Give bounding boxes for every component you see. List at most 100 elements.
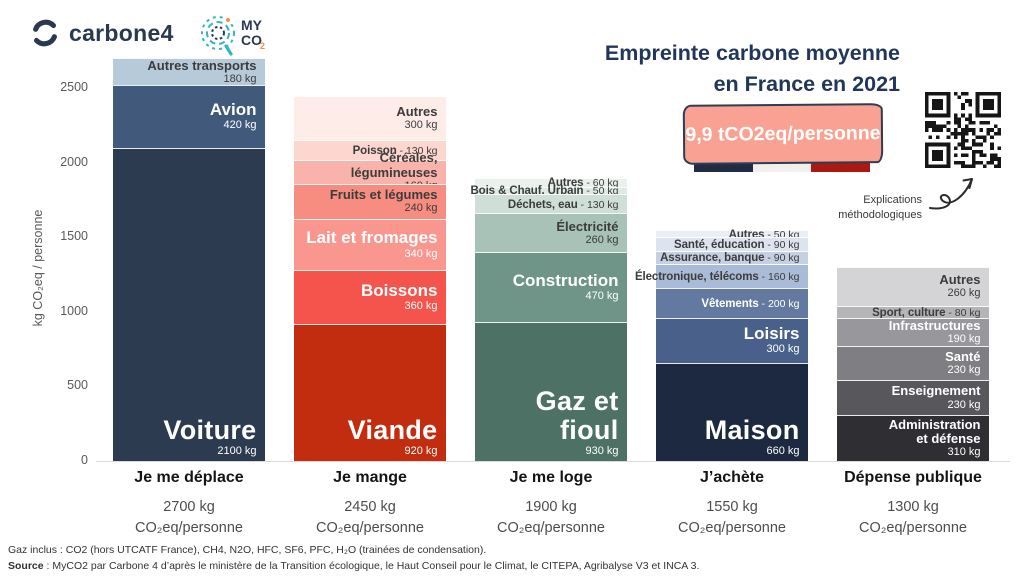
bar-segment: Construction 470 kg xyxy=(474,252,627,323)
y-axis-label: kg CO₂eq / personne xyxy=(31,209,45,327)
bar-segment: Santé, éducation - 90 kg xyxy=(655,236,808,253)
curly-arrow-icon xyxy=(929,178,973,210)
bar-segment: Électricité 260 kg xyxy=(474,213,627,253)
segment-name-label: Poisson xyxy=(352,145,397,158)
segment-name-label: Fruits et légumes xyxy=(329,187,438,203)
bar-segment: Assurance, banque - 90 kg xyxy=(655,249,808,266)
segment-name-label: Autres xyxy=(939,272,981,288)
segment-name-label: Santé xyxy=(945,349,981,365)
bar-segment: Boissons 360 kg xyxy=(293,270,446,324)
segment-value-label: 260 kg xyxy=(947,287,981,300)
segment-inline-label: Autres - 60 kg xyxy=(548,174,619,191)
myco2-text-my: MY xyxy=(241,17,263,33)
category-total-value: 1550 kg xyxy=(706,499,758,515)
segment-value-label: 360 kg xyxy=(404,299,438,312)
segment-name-label: Santé, éducation xyxy=(674,239,765,252)
footnote-gases: Gaz inclus : CO2 (hors UTCATF France), C… xyxy=(8,544,487,556)
bar-segment: Lait et fromages 340 kg xyxy=(293,219,446,271)
segment-value-label: 300 kg xyxy=(404,118,438,131)
title-line-2: en France en 2021 xyxy=(713,71,900,96)
segment-name-label: Loisirs xyxy=(743,323,800,343)
segment-inline-label: Vêtements - 200 kg xyxy=(701,295,799,312)
bar-segment: Avion 420 kg xyxy=(112,85,265,148)
bar-segment: Enseignement 230 kg xyxy=(836,380,989,415)
segment-inline-label: Assurance, banque - 90 kg xyxy=(660,249,799,266)
bar-segment: Bois & Chauf. Urbain - 50 kg xyxy=(470,185,627,198)
segment-value-label: - 200 kg xyxy=(758,297,800,310)
segment-value-label: - 90 kg xyxy=(764,239,800,252)
segment-value-label: - 60 kg xyxy=(583,177,619,190)
segment-value-label: - 50 kg xyxy=(583,185,619,198)
category-total: 1550 kg CO₂eq/personne xyxy=(641,497,823,539)
segment-name-label: Voiture xyxy=(163,414,257,445)
bar-4: Maison 660 kg Loisirs 300 kg Vêtements - 200… xyxy=(635,228,808,461)
bar-segment: Poisson - 130 kg xyxy=(293,140,446,160)
segment-inline-label: Sport, culture - 80 kg xyxy=(872,304,980,321)
category-total-unit: CO₂eq/personne xyxy=(316,520,424,537)
bar-segment: Santé 230 kg xyxy=(836,346,989,381)
segment-name-label: Sport, culture xyxy=(872,306,946,319)
y-tick-label: 2500 xyxy=(60,80,88,94)
segment-name-label: Céréales, légumineuses xyxy=(350,150,438,180)
bar-5: Administration et défense 310 kg Enseignem… xyxy=(836,267,989,461)
category-total-unit: CO₂eq/personne xyxy=(497,520,605,537)
segment-name-label: Autres xyxy=(396,103,438,119)
bar-segment: Viande 920 kg xyxy=(293,323,446,461)
category-label: Je me déplace xyxy=(134,469,244,486)
segment-value-label: - 90 kg xyxy=(764,252,800,265)
segment-value-label: 260 kg xyxy=(585,233,619,246)
title-line-1: Empreinte carbone moyenne xyxy=(604,41,900,65)
segment-name-label: Infrastructures xyxy=(888,317,981,333)
segment-value-label: 470 kg xyxy=(585,290,619,303)
segment-value-label: 190 kg xyxy=(947,332,981,345)
footnote-source: Source : MyCO2 par Carbone 4 d’après le … xyxy=(8,559,700,572)
segment-inline-label: Santé, éducation - 90 kg xyxy=(674,236,799,253)
category-total: 1900 kg CO₂eq/personne xyxy=(460,497,642,539)
segment-name-label: Électricité xyxy=(556,218,619,234)
segment-name-label: Enseignement xyxy=(891,383,981,399)
segment-name-label: Administration et défense xyxy=(888,416,981,446)
segment-value-label: 930 kg xyxy=(585,444,619,457)
myco2-logo: MY CO 2 xyxy=(196,10,274,65)
category-total-unit: CO₂eq/personne xyxy=(135,520,243,537)
category-total: 2700 kg CO₂eq/personne xyxy=(98,497,280,539)
bar-segment: Électronique, télécoms - 160 kg xyxy=(635,264,808,288)
bar-2: Viande 920 kg Boissons 360 kg Lait et fromag… xyxy=(293,95,446,461)
category-total-value: 2450 kg xyxy=(344,499,396,515)
bar-segment: Infrastructures 190 kg xyxy=(836,317,989,347)
segment-value-label: 340 kg xyxy=(404,247,438,260)
carbone4-icon xyxy=(33,19,57,47)
bar-1: Voiture 2100 kg Avion 420 kg Autres transpor… xyxy=(112,58,265,461)
segment-name-label: Avion xyxy=(209,100,257,120)
category-label: Dépense publique xyxy=(844,469,982,486)
bar-segment: Autres 300 kg xyxy=(293,95,446,141)
bar-segment: Autres transports 180 kg xyxy=(112,58,265,86)
segment-value-label: 230 kg xyxy=(947,364,981,377)
segment-name-label: Gaz et fioul xyxy=(535,385,619,445)
category-total: 2450 kg CO₂eq/personne xyxy=(279,497,461,539)
total-footprint-value: 9,9 tCO2eq/personne xyxy=(685,121,881,146)
segment-name-label: Vêtements xyxy=(701,297,759,310)
segment-value-label: - 50 kg xyxy=(764,228,800,241)
segment-value-label: 660 kg xyxy=(766,444,800,457)
segment-name-label: Autres xyxy=(547,177,584,190)
footnotes: Gaz inclus : CO2 (hors UTCATF France), C… xyxy=(8,543,699,575)
bar-segment: Déchets, eau - 130 kg xyxy=(474,193,627,214)
category-total-unit: CO₂eq/personne xyxy=(859,520,967,537)
segment-value-label: 920 kg xyxy=(404,444,438,457)
segment-name-label: Lait et fromages xyxy=(306,228,438,248)
category-label: J’achète xyxy=(699,469,765,486)
segment-value-label: 310 kg xyxy=(947,445,981,458)
bar-segment: Voiture 2100 kg xyxy=(112,147,265,461)
segment-name-label: Boissons xyxy=(360,280,438,300)
segment-value-label: 300 kg xyxy=(766,343,800,356)
category-total: 1300 kg CO₂eq/personne xyxy=(822,497,1004,539)
segment-value-label: 420 kg xyxy=(223,119,257,132)
methodology-note: Explications méthodologiques xyxy=(838,194,922,221)
bar-segment: Sport, culture - 80 kg xyxy=(836,304,989,321)
qr-code xyxy=(925,92,1001,168)
myco2-icon: MY CO 2 xyxy=(201,16,265,56)
carbone4-logo: carbone4 xyxy=(30,18,174,48)
segment-name-label: Assurance, banque xyxy=(660,252,765,265)
